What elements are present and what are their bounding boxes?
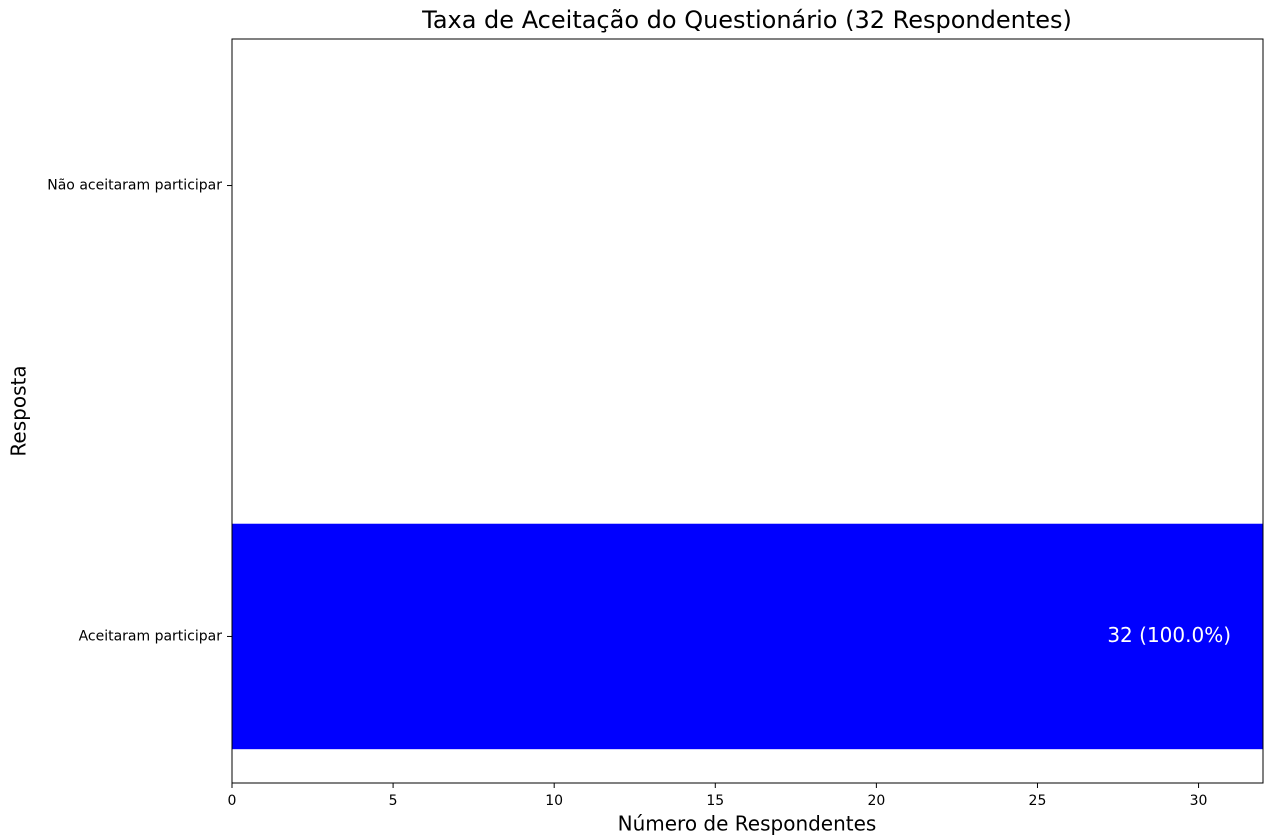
chart-title: Taxa de Aceitação do Questionário (32 Re… [421, 6, 1072, 34]
x-tick-label: 20 [867, 793, 885, 809]
plot-frame [231, 38, 1264, 784]
x-tick-label: 25 [1029, 793, 1047, 809]
y-tick-label: Aceitaram participar [79, 628, 223, 644]
x-tick-label: 5 [389, 793, 398, 809]
y-tick-label: Não aceitaram participar [47, 178, 222, 194]
x-axis-label: Número de Respondentes [618, 812, 877, 836]
bar [232, 523, 1263, 750]
x-tick-label: 15 [706, 793, 724, 809]
y-axis-label: Resposta [7, 365, 31, 456]
data-label: 32 (100.0%) [1107, 623, 1231, 647]
x-tick-label: 30 [1190, 793, 1208, 809]
x-tick-label: 10 [545, 793, 563, 809]
x-tick-label: 0 [228, 793, 237, 809]
